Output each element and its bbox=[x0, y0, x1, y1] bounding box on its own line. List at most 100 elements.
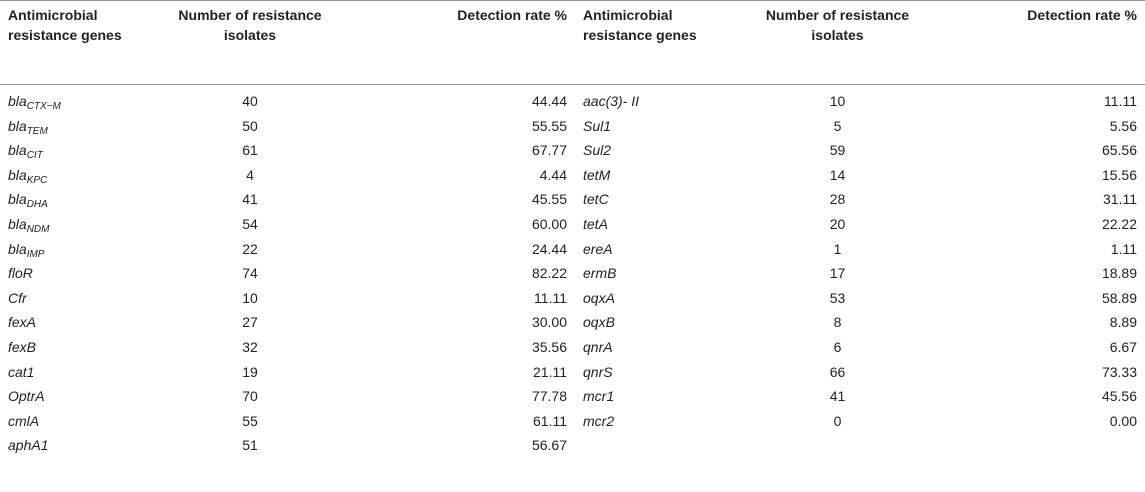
gene-base: oqxB bbox=[583, 314, 615, 331]
table-row: Cfr 10 11.11 oqxA 53 58.89 bbox=[0, 286, 1145, 311]
gene-base: bla bbox=[8, 166, 27, 183]
isolate-count-left: 19 bbox=[242, 363, 258, 380]
isolate-count-left: 74 bbox=[242, 265, 258, 282]
gene-name-right: mcr1 bbox=[575, 384, 750, 409]
gene-base: cat1 bbox=[8, 363, 35, 380]
gene-base: aac(3)- II bbox=[583, 93, 640, 109]
gene-subscript: CTX−M bbox=[26, 101, 61, 112]
gene-base: fexB bbox=[8, 338, 37, 355]
table-row: blaIMP 22 24.44 ereA 1 1.11 bbox=[0, 237, 1145, 262]
isolate-count-right: 53 bbox=[829, 289, 846, 306]
gene-base: tetC bbox=[583, 191, 609, 208]
detection-rate-left: 44.44 bbox=[531, 93, 567, 109]
gene-name-left: blaNDM bbox=[0, 212, 165, 237]
detection-rate-right: 45.56 bbox=[1101, 388, 1137, 405]
gene-subscript: TEM bbox=[26, 125, 48, 137]
detection-rate-left: 4.44 bbox=[539, 166, 567, 183]
table-row: blaKPC 4 4.44 tetM 14 15.56 bbox=[0, 163, 1145, 188]
detection-rate-left: 82.22 bbox=[531, 265, 567, 282]
isolate-count-left: 10 bbox=[242, 289, 258, 306]
gene-name-left: fexB bbox=[0, 335, 165, 360]
table-row: blaTEM 50 55.55 Sul1 5 5.56 bbox=[0, 114, 1145, 139]
detection-rate-right: 0.00 bbox=[1109, 412, 1137, 429]
gene-name-left: cmlA bbox=[0, 409, 165, 434]
gene-base: bla bbox=[8, 240, 27, 257]
gene-name-right: qnrA bbox=[575, 335, 750, 360]
detection-rate-right: 58.89 bbox=[1101, 289, 1137, 306]
isolate-count-left: 54 bbox=[242, 215, 258, 232]
isolate-count-right: 5 bbox=[833, 117, 842, 134]
header-row: Antimicrobial resistance genes Number of… bbox=[0, 0, 1145, 85]
isolate-count-left: 61 bbox=[242, 142, 258, 159]
table-row: blaNDM 54 60.00 tetA 20 22.22 bbox=[0, 212, 1145, 237]
gene-subscript: CIT bbox=[26, 150, 43, 162]
gene-name-left: blaCIT bbox=[0, 138, 165, 163]
detection-rate-left: 61.11 bbox=[533, 412, 567, 429]
isolate-count-right: 28 bbox=[829, 191, 846, 208]
table-body: blaCTX−M 40 44.44 aac(3)- II 10 11.11 blaTEM 50… bbox=[0, 85, 1145, 458]
gene-name-right: Sul2 bbox=[575, 138, 750, 163]
gene-name-right: qnrS bbox=[575, 360, 750, 385]
isolate-count-right: 1 bbox=[833, 240, 842, 257]
table-row: floR 74 82.22 ermB 17 18.89 bbox=[0, 261, 1145, 286]
table-row: blaDHA 41 45.55 tetC 28 31.11 bbox=[0, 187, 1145, 212]
isolate-count-right: 6 bbox=[833, 338, 842, 355]
gene-base: bla bbox=[8, 93, 27, 109]
gene-base: ereA bbox=[583, 240, 613, 257]
table-row: OptrA 70 77.78 mcr1 41 45.56 bbox=[0, 384, 1145, 409]
resistance-genes-table: Antimicrobial resistance genes Number of… bbox=[0, 0, 1145, 458]
gene-base: Sul2 bbox=[583, 142, 612, 159]
isolate-count-left: 40 bbox=[242, 93, 258, 109]
gene-base: tetM bbox=[583, 166, 611, 183]
gene-name-right: tetC bbox=[575, 187, 750, 212]
gene-base: mcr2 bbox=[583, 412, 615, 429]
detection-rate-left: 55.55 bbox=[531, 117, 567, 134]
isolate-count-left: 41 bbox=[242, 191, 258, 208]
gene-base: Cfr bbox=[8, 289, 27, 306]
isolate-count-left: 55 bbox=[242, 412, 258, 429]
detection-rate-right: 5.56 bbox=[1109, 117, 1137, 134]
isolate-count-left: 51 bbox=[242, 437, 258, 454]
gene-subscript: KPC bbox=[26, 174, 48, 186]
table-row: blaCTX−M 40 44.44 aac(3)- II 10 11.11 bbox=[0, 85, 1145, 114]
gene-name-left: OptrA bbox=[0, 384, 165, 409]
gene-base: bla bbox=[8, 142, 27, 159]
isolate-count-left: 32 bbox=[242, 338, 258, 355]
gene-name-right: aac(3)- II bbox=[575, 85, 750, 114]
gene-subscript: IMP bbox=[26, 248, 45, 260]
isolate-count-right: 41 bbox=[829, 388, 846, 405]
detection-rate-left: 45.55 bbox=[531, 191, 567, 208]
gene-name-left: blaIMP bbox=[0, 237, 165, 262]
detection-rate-right: 65.56 bbox=[1101, 142, 1137, 159]
header-count-left: Number of resistance isolates bbox=[165, 0, 335, 85]
gene-name-left: fexA bbox=[0, 310, 165, 335]
isolate-count-left: 4 bbox=[246, 166, 254, 183]
gene-name-right: oqxB bbox=[575, 310, 750, 335]
isolate-count-right: 14 bbox=[829, 166, 846, 183]
detection-rate-right: 22.22 bbox=[1101, 215, 1137, 232]
detection-rate-left: 56.67 bbox=[531, 437, 567, 454]
gene-name-left: blaKPC bbox=[0, 163, 165, 188]
isolate-count-right: 59 bbox=[829, 142, 846, 159]
gene-base: qnrA bbox=[583, 338, 613, 355]
isolate-count-right: 20 bbox=[829, 215, 846, 232]
table-row: aphA1 51 56.67 bbox=[0, 433, 1145, 458]
gene-name-right: tetM bbox=[575, 163, 750, 188]
detection-rate-left: 60.00 bbox=[531, 215, 567, 232]
detection-rate-right: 31.11 bbox=[1103, 191, 1137, 208]
detection-rate-left: 30.00 bbox=[531, 314, 567, 331]
gene-base: floR bbox=[8, 265, 33, 282]
isolate-count-left: 27 bbox=[242, 314, 258, 331]
header-count-right: Number of resistance isolates bbox=[750, 0, 925, 85]
detection-rate-left: 35.56 bbox=[531, 338, 567, 355]
gene-base: bla bbox=[8, 117, 27, 134]
gene-base: mcr1 bbox=[583, 388, 615, 405]
header-rate-left: Detection rate % bbox=[335, 0, 575, 85]
gene-name-right: ermB bbox=[575, 261, 750, 286]
detection-rate-right: 18.89 bbox=[1101, 265, 1137, 282]
gene-name-left: aphA1 bbox=[0, 433, 165, 458]
gene-subscript: NDM bbox=[26, 223, 50, 235]
detection-rate-right: 8.89 bbox=[1109, 314, 1137, 331]
gene-subscript: DHA bbox=[26, 199, 48, 211]
detection-rate-left: 67.77 bbox=[531, 142, 567, 159]
